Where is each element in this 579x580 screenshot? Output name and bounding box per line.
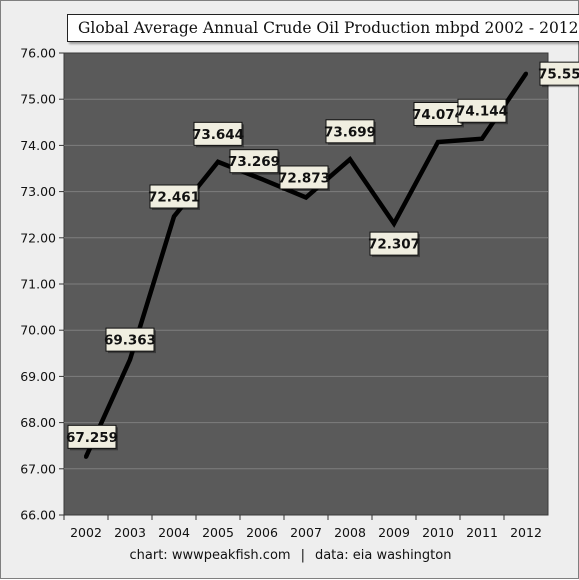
data-label-box xyxy=(539,61,579,86)
data-label: 69.363 xyxy=(104,333,156,349)
footer-source: data: eia washington xyxy=(314,548,452,563)
data-point xyxy=(436,139,440,144)
data-label: 72.307 xyxy=(368,237,420,253)
y-tick-label: 66.00 xyxy=(20,508,56,523)
data-label-box xyxy=(229,149,279,174)
y-tick-label: 75.00 xyxy=(20,92,56,107)
y-tick-label: 76.00 xyxy=(20,46,56,61)
y-tick-label: 67.00 xyxy=(20,461,56,476)
data-label-box xyxy=(149,184,199,209)
x-tick-label: 2003 xyxy=(114,525,146,540)
data-label: 73.269 xyxy=(228,154,280,170)
x-tick-label: 2005 xyxy=(202,525,234,540)
x-tick-label: 2008 xyxy=(334,525,366,540)
x-tick-label: 2006 xyxy=(246,525,278,540)
data-point xyxy=(524,71,528,76)
data-label: 72.461 xyxy=(148,190,200,206)
data-point xyxy=(84,454,88,459)
data-label-box xyxy=(325,119,375,144)
data-label-box xyxy=(193,121,243,146)
data-label-box xyxy=(457,98,507,123)
data-label-box xyxy=(67,424,117,449)
data-label-box xyxy=(279,165,329,190)
chart-title: Global Average Annual Crude Oil Producti… xyxy=(67,14,579,42)
footer-credit: chart: wwwpeakfish.com xyxy=(129,548,291,563)
data-point xyxy=(260,177,264,182)
data-point xyxy=(304,195,308,200)
data-label: 73.644 xyxy=(192,127,244,143)
data-label: 75.553 xyxy=(538,67,579,83)
data-label: 67.259 xyxy=(66,430,118,446)
data-label: 72.873 xyxy=(278,170,330,186)
data-label: 73.699 xyxy=(324,124,376,140)
data-point xyxy=(392,221,396,226)
data-point xyxy=(348,157,352,162)
data-label-box xyxy=(369,231,419,256)
data-label-box xyxy=(105,327,155,352)
chart-footer: chart: wwwpeakfish.com | data: eia washing… xyxy=(1,548,579,563)
x-tick-label: 2007 xyxy=(290,525,322,540)
y-tick-label: 68.00 xyxy=(20,415,56,430)
y-tick-label: 71.00 xyxy=(20,277,56,292)
x-tick-label: 2002 xyxy=(70,525,102,540)
data-label: 74.074 xyxy=(412,107,464,123)
x-tick-label: 2012 xyxy=(510,525,542,540)
x-tick-label: 2009 xyxy=(378,525,410,540)
x-tick-label: 2011 xyxy=(466,525,498,540)
x-tick-label: 2004 xyxy=(158,525,190,540)
y-tick-label: 69.00 xyxy=(20,369,56,384)
x-tick-label: 2010 xyxy=(422,525,454,540)
y-tick-label: 70.00 xyxy=(20,323,56,338)
data-point xyxy=(128,357,132,362)
y-tick-label: 74.00 xyxy=(20,138,56,153)
data-label: 74.144 xyxy=(456,104,508,120)
y-tick-label: 73.00 xyxy=(20,184,56,199)
y-tick-label: 72.00 xyxy=(20,230,56,245)
data-point xyxy=(172,214,176,219)
footer-separator: | xyxy=(300,548,305,563)
data-point xyxy=(216,159,220,164)
data-point xyxy=(480,136,484,141)
